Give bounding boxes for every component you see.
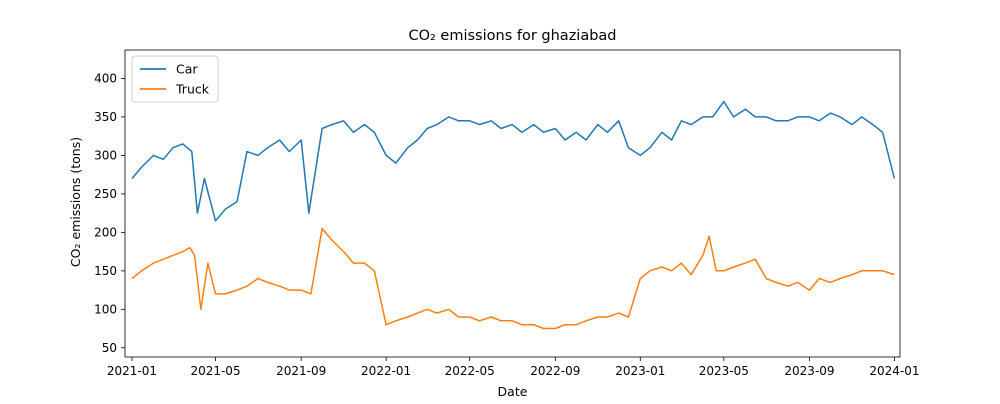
y-tick-label: 400 (94, 71, 117, 85)
x-tick-label: 2023-09 (784, 364, 834, 378)
y-tick-label: 200 (94, 225, 117, 239)
y-tick-label: 100 (94, 302, 117, 316)
axes: 2021-01 2021-05 2021-09 2022-01 2022-05 2022-… (94, 49, 919, 378)
series-line-car (131, 100, 896, 222)
x-tick-label: 2023-05 (699, 364, 749, 378)
x-tick-label: 2022-09 (530, 364, 580, 378)
x-axis-label: Date (498, 384, 528, 399)
y-axis-label: CO₂ emissions (tons) (68, 137, 83, 267)
y-tick-label: 350 (94, 110, 117, 124)
y-tick-label: 150 (94, 264, 117, 278)
x-tick-label: 2024-01 (869, 364, 919, 378)
axes-frame (124, 49, 901, 358)
x-tick-label: 2022-05 (445, 364, 495, 378)
x-tick-label: 2021-05 (190, 364, 240, 378)
y-tick-label: 50 (102, 341, 117, 355)
legend-label-car: Car (176, 62, 198, 77)
chart-title: CO₂ emissions for ghaziabad (408, 28, 616, 44)
x-tick-label: 2022-01 (361, 364, 411, 378)
x-tick-label: 2021-01 (107, 364, 157, 378)
series-line-truck (131, 227, 895, 330)
y-tick-label: 300 (94, 148, 117, 162)
legend: Car Truck (131, 55, 219, 103)
x-tick-label: 2021-09 (276, 364, 326, 378)
y-tick-label: 250 (94, 187, 117, 201)
legend-box (131, 55, 219, 103)
plot-area (131, 100, 896, 330)
x-tick-label: 2023-01 (615, 364, 665, 378)
legend-label-truck: Truck (175, 82, 210, 97)
